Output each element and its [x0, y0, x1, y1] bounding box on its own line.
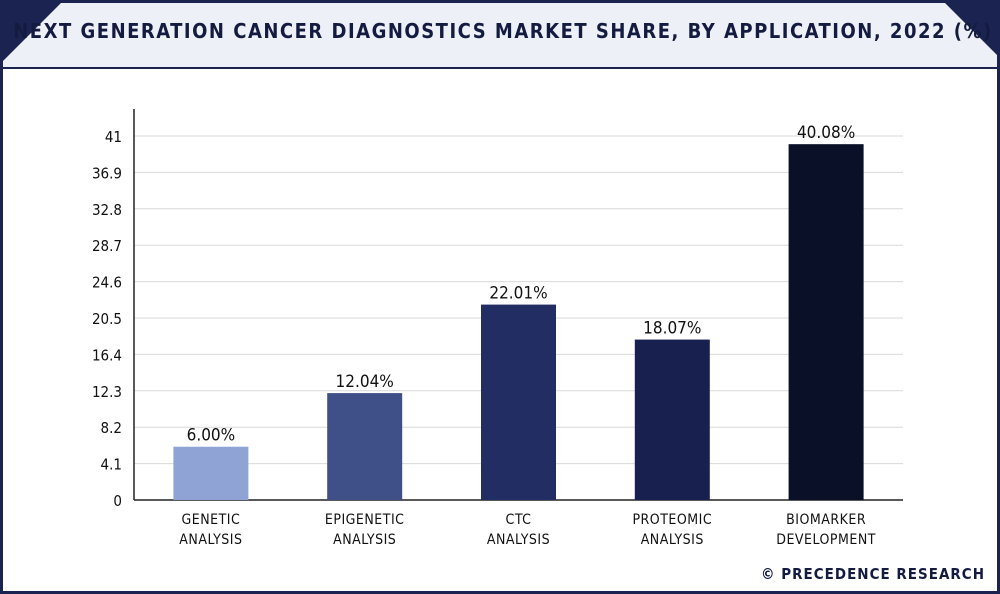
x-category-label: PROTEOMIC ANALYSIS	[632, 512, 712, 548]
y-tick-label: 4.1	[101, 456, 122, 474]
y-tick-label: 28.7	[92, 237, 122, 255]
y-tick-label: 36.9	[92, 164, 122, 182]
y-tick-label: 41	[105, 128, 122, 146]
y-tick-label: 24.6	[92, 274, 122, 292]
y-tick-label: 16.4	[92, 346, 122, 364]
x-category-label: GENETIC ANALYSIS	[179, 512, 242, 548]
y-tick-label: 32.8	[92, 201, 122, 219]
data-label: 18.07%	[643, 319, 701, 339]
bar	[481, 304, 556, 500]
right-corner-decoration	[945, 3, 997, 55]
bar-chart: 0 4.1 8.2 12.3 16.4 20.5 24.6 28.7 32.8 36.9 41 6.0…	[92, 109, 903, 548]
data-label: 12.04%	[336, 372, 394, 392]
data-label: 6.00%	[187, 426, 236, 446]
y-tick-label: 12.3	[92, 383, 122, 401]
y-tick-label: 20.5	[92, 310, 122, 328]
title-banner: NEXT GENERATION CANCER DIAGNOSTICS MARKE…	[3, 3, 997, 69]
bar	[788, 144, 864, 501]
y-tick-label: 8.2	[101, 419, 122, 437]
data-label: 40.08%	[797, 123, 855, 143]
x-category-label: CTC ANALYSIS	[487, 512, 550, 548]
x-category-label: EPIGENETIC ANALYSIS	[325, 512, 405, 548]
title-divider	[3, 67, 997, 69]
x-category-label: BIOMARKER DEVELOPMENT	[776, 512, 876, 548]
bar	[327, 393, 403, 500]
y-tick-label: 0	[113, 492, 122, 510]
bar	[173, 446, 249, 500]
bar	[634, 339, 710, 500]
source-credit: © PRECEDENCE RESEARCH	[761, 565, 985, 583]
left-corner-decoration	[3, 3, 61, 61]
data-label: 22.01%	[489, 284, 547, 304]
chart-title: NEXT GENERATION CANCER DIAGNOSTICS MARKE…	[13, 19, 993, 43]
